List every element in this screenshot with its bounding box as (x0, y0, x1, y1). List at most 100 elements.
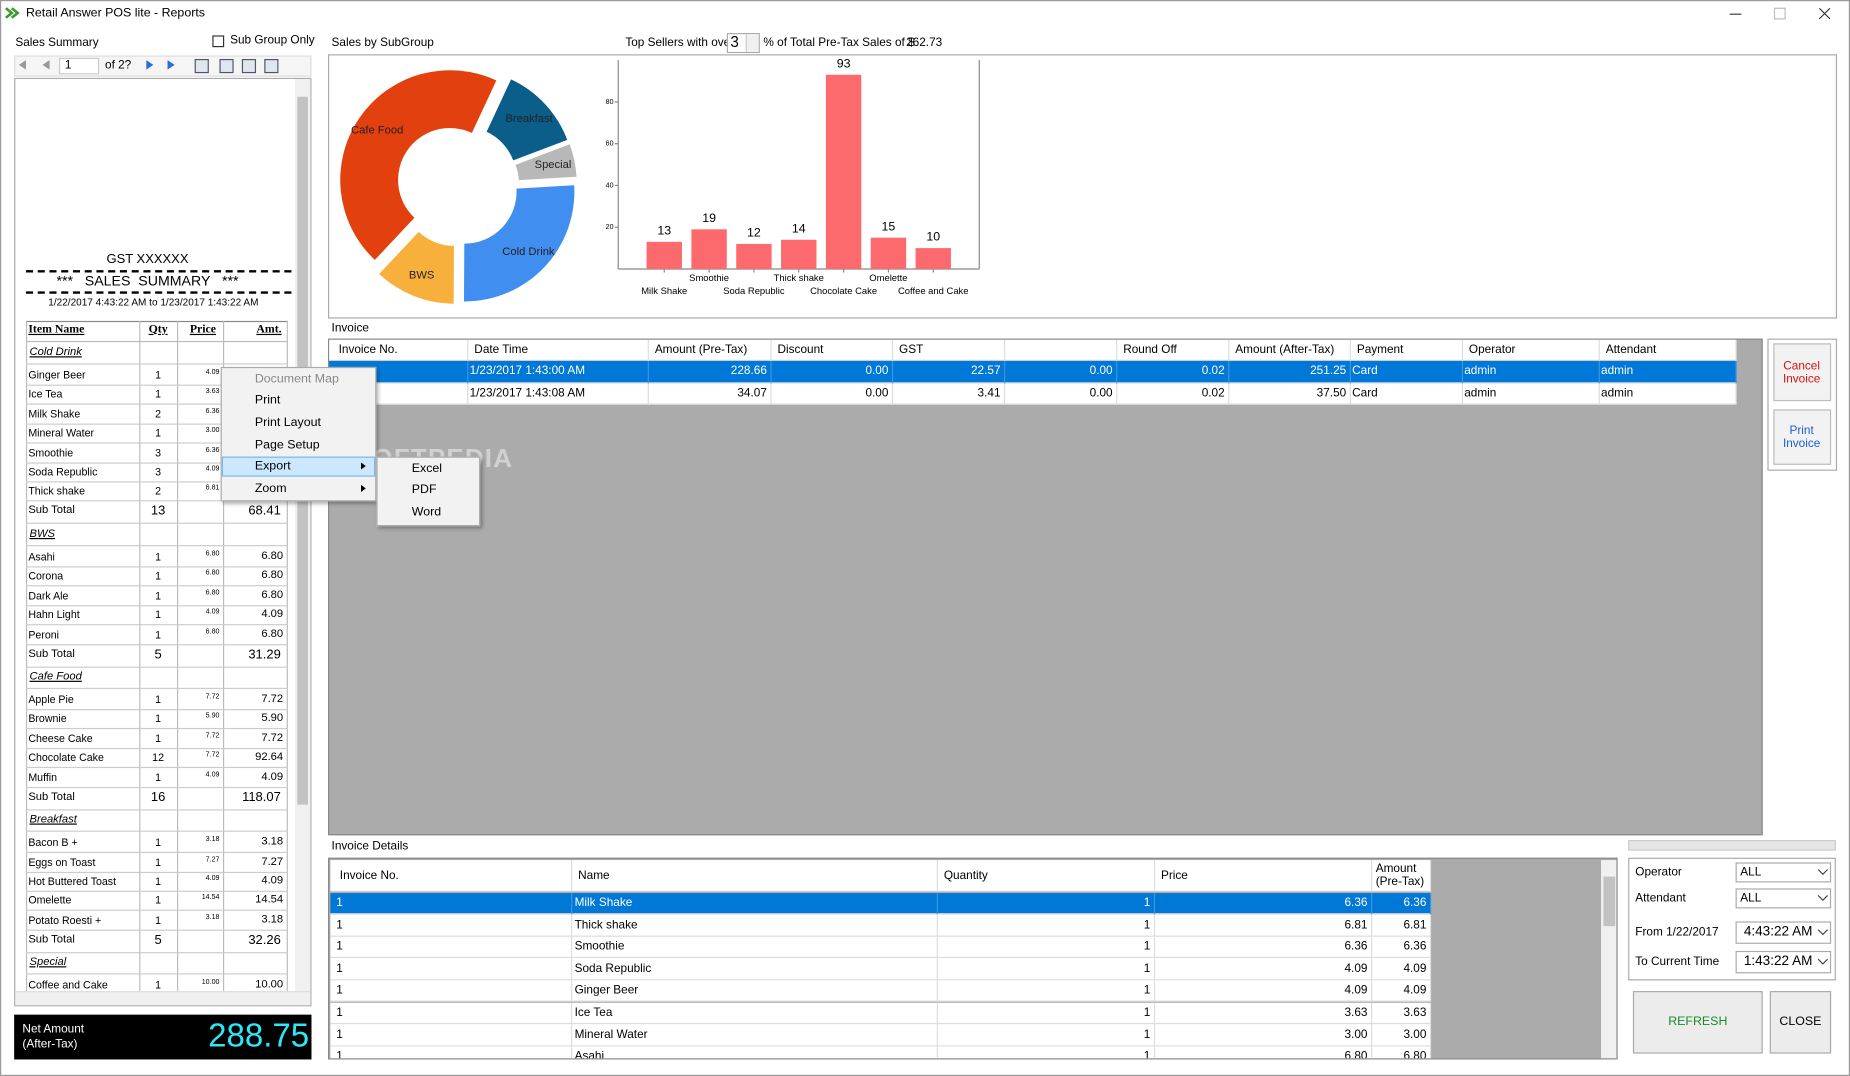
cell: 3.41 (977, 386, 1001, 400)
subtotal-amt: 32.26 (248, 932, 281, 948)
cell: 0.00 (865, 386, 889, 400)
item-amt: 3.18 (261, 912, 284, 926)
cell-divider (1370, 1024, 1373, 1047)
context-menu (220, 366, 377, 502)
label: (After-Tax) (22, 1038, 78, 1052)
toolbar-icon[interactable] (241, 58, 257, 74)
refresh-button[interactable] (1632, 991, 1763, 1054)
toolbar-icon[interactable] (219, 58, 234, 74)
toolbar-icon[interactable] (194, 58, 209, 74)
cell: admin (1601, 364, 1634, 378)
cell: Soda Republic (574, 962, 652, 976)
cell-divider (936, 1024, 938, 1047)
item-price: 3.18 (205, 836, 220, 844)
row-line (25, 929, 288, 931)
slice-label: Breakfast (505, 113, 553, 125)
column-header: Item Name (28, 323, 85, 337)
item-name: Omelette (28, 894, 72, 907)
cell: 4.09 (1344, 984, 1368, 998)
item-qty: 1 (155, 369, 162, 382)
cell: 228.66 (730, 364, 767, 378)
close-button[interactable] (1769, 991, 1832, 1054)
menu-item-label: Zoom (254, 481, 287, 496)
y-tick-label: 60 (606, 141, 614, 148)
menu-item-label: Word (411, 504, 442, 520)
bar (781, 239, 817, 269)
item-price: 4.09 (205, 875, 220, 883)
donut-slice (379, 231, 454, 304)
invoice-button[interactable] (1773, 409, 1832, 465)
item-name: Apple Pie (28, 693, 74, 706)
menu-item-label: Page Setup (254, 437, 320, 452)
cell-divider (1153, 1002, 1156, 1025)
item-qty: 1 (155, 979, 162, 992)
menu-item-label: Document Map (254, 371, 339, 386)
checkbox[interactable] (212, 35, 225, 48)
row-line (25, 423, 288, 425)
slice-label: Special (535, 159, 572, 171)
header-divider (1735, 339, 1737, 362)
item-qty: 1 (155, 913, 162, 926)
item-price: 14.54 (201, 894, 220, 902)
menu-item-label: Print (254, 392, 281, 408)
label: Attendant (1635, 891, 1686, 905)
nav-button[interactable] (146, 60, 154, 70)
item-qty: 1 (155, 855, 162, 868)
item-name: Ginger Beer (28, 369, 86, 382)
cell-divider (1370, 980, 1373, 1003)
cell-divider (1153, 958, 1156, 981)
menu-highlight[interactable] (221, 456, 376, 477)
item-price: 4.09 (205, 369, 220, 377)
column-header: Invoice No. (339, 869, 399, 883)
combo-value: ALL (1740, 865, 1762, 879)
bar-value-label: 14 (792, 221, 806, 235)
cell-divider (1598, 361, 1600, 383)
chart-title: Sales by SubGroup (331, 36, 434, 50)
column-line (286, 320, 288, 992)
cell: 6.80 (1344, 1050, 1368, 1060)
subtotal-label: Sub Total (28, 504, 75, 518)
bar (646, 241, 682, 269)
x-tick-label: Smoothie (689, 272, 729, 283)
cell-divider (770, 361, 772, 383)
subtotal-label: Sub Total (28, 932, 75, 946)
cell-divider (936, 958, 938, 981)
combo[interactable] (1735, 888, 1832, 909)
cell: 1 (336, 962, 343, 976)
bar-value-label: 19 (702, 211, 716, 225)
combo[interactable] (1735, 862, 1832, 883)
cell-divider (1370, 958, 1373, 981)
cell: 6.36 (1344, 940, 1368, 954)
item-name: Chocolate Cake (28, 751, 104, 764)
column-header: Attendant (1605, 343, 1657, 357)
cell-divider (1461, 382, 1464, 405)
bar-value-label: 15 (882, 219, 896, 233)
cell-divider (647, 382, 649, 405)
time-picker[interactable] (1735, 921, 1832, 944)
row-line (25, 643, 288, 645)
bar (691, 229, 727, 269)
progress-bar (1628, 840, 1836, 851)
invoice-row[interactable] (329, 361, 1736, 383)
h-scrollbar (15, 991, 311, 1006)
subtotal-qty: 5 (154, 932, 162, 948)
cell: 0.02 (1201, 386, 1225, 400)
cell-divider (1370, 1046, 1373, 1059)
subtotal-label: Sub Total (28, 647, 75, 661)
cell: 0.00 (1089, 364, 1113, 378)
toolbar-icon[interactable] (264, 58, 279, 74)
column-header: Discount (777, 343, 824, 357)
nav-button[interactable] (167, 60, 175, 70)
page-box[interactable] (58, 57, 100, 75)
cell-divider (936, 1002, 938, 1025)
invoice-row[interactable] (329, 382, 1736, 405)
item-price: 6.36 (205, 446, 220, 454)
time-picker[interactable] (1735, 950, 1832, 974)
column-header: (Pre-Tax) (1375, 875, 1425, 889)
subtotal-amt: 68.41 (248, 504, 281, 519)
cell-divider (1461, 361, 1464, 383)
invoice-button[interactable] (1773, 343, 1832, 402)
cell-divider (936, 936, 938, 959)
row-line (25, 851, 288, 854)
